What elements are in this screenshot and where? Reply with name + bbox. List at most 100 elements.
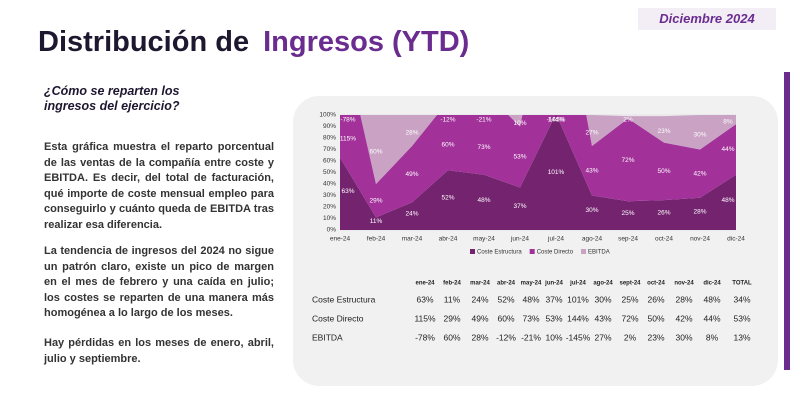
legend-swatch [581, 249, 587, 254]
data-label: 28% [693, 208, 706, 215]
data-label: 30% [585, 207, 598, 214]
table-cell: 42% [675, 313, 692, 323]
data-label: 49% [405, 171, 418, 178]
data-label: 60% [369, 149, 382, 156]
table-header: jun-24 [544, 281, 563, 287]
table-header: dic-24 [703, 281, 721, 287]
x-tick-label: ene-24 [330, 236, 351, 243]
data-label: 2% [623, 116, 633, 123]
table-cell: 60% [443, 332, 460, 342]
y-tick-label: 10% [323, 215, 336, 222]
table-header: TOTAL [732, 281, 752, 287]
table-header: feb-24 [443, 281, 461, 287]
legend-swatch [529, 249, 535, 254]
y-tick-label: 90% [323, 123, 336, 130]
table-header: may-24 [521, 281, 542, 287]
y-tick-label: 100% [319, 112, 336, 119]
table-cell: 37% [545, 294, 562, 304]
table-cell: -21% [521, 332, 541, 342]
data-label: 60% [441, 142, 454, 149]
table-cell: 144% [567, 313, 589, 323]
paragraph: Esta gráfica muestra el reparto porcentu… [44, 141, 274, 231]
data-label: 28% [405, 130, 418, 137]
legend-swatch [470, 249, 475, 254]
row-label: Coste Directo [312, 313, 364, 323]
row-label: Coste Estructura [312, 294, 376, 304]
data-label: 63% [341, 188, 354, 195]
table-cell: 101% [567, 294, 589, 304]
table-cell: 53% [545, 313, 562, 323]
y-tick-label: 0% [327, 227, 337, 234]
y-tick-label: 40% [323, 181, 336, 188]
x-tick-label: oct-24 [655, 236, 673, 243]
data-label: 43% [585, 167, 598, 174]
y-tick-label: 30% [323, 192, 336, 199]
table-cell: -145% [566, 332, 591, 342]
area [340, 115, 736, 184]
data-label: 53% [513, 154, 526, 161]
table-header: oct-24 [647, 281, 665, 287]
date: Diciembre 2024 [638, 8, 776, 30]
data-label: 42% [693, 170, 706, 177]
table-header: ago-24 [593, 281, 613, 287]
row-label: EBITDA [312, 332, 343, 342]
table-cell: 34% [733, 294, 750, 304]
data-label: -145% [547, 116, 566, 123]
table-header: ene-24 [415, 281, 435, 287]
table-cell: 30% [594, 294, 611, 304]
table-cell: 28% [471, 332, 488, 342]
area [340, 115, 736, 230]
x-tick-label: feb-24 [367, 236, 386, 243]
data-label: -78% [340, 116, 355, 123]
data-label: 73% [477, 144, 490, 151]
data-label: 72% [621, 157, 634, 164]
data-label: 23% [657, 128, 670, 135]
y-tick-label: 80% [323, 135, 336, 142]
table-cell: 27% [594, 332, 611, 342]
x-tick-label: ago-24 [582, 236, 603, 243]
data-label: 44% [721, 146, 734, 153]
question: ¿Cómo se reparten los ingresos del ejerc… [44, 84, 180, 113]
table-cell: 29% [443, 313, 460, 323]
table-cell: 52% [497, 294, 514, 304]
table-cell: 49% [471, 313, 488, 323]
legend-label: EBITDA [588, 250, 610, 256]
table-header: mar-24 [470, 281, 490, 287]
data-label: 10% [513, 120, 526, 127]
y-tick-label: 70% [323, 146, 336, 153]
table-cell: 11% [444, 294, 461, 304]
table-cell: -78% [415, 332, 435, 342]
table-cell: 28% [675, 294, 692, 304]
data-label: 25% [621, 210, 634, 217]
table-cell: 26% [647, 294, 664, 304]
table-cell: 30% [675, 332, 692, 342]
y-tick-label: 50% [323, 169, 336, 176]
data-label: -21% [476, 116, 491, 123]
title-part: Distribución de [38, 26, 250, 58]
table-cell: 50% [647, 313, 664, 323]
data-label: 144% [548, 116, 565, 123]
table-cell: 43% [594, 313, 611, 323]
table-header: jul-24 [569, 281, 586, 287]
table-cell: 24% [471, 294, 488, 304]
x-tick-label: jun-24 [510, 236, 529, 243]
data-label: 29% [369, 197, 382, 204]
table-cell: 2% [624, 332, 637, 342]
table-cell: 23% [647, 332, 664, 342]
plot-area [340, 115, 736, 230]
table-cell: 60% [497, 313, 514, 323]
y-tick-label: 20% [323, 204, 336, 211]
x-tick-label: dic-24 [727, 236, 745, 243]
legend-label: Coste Estructura [477, 250, 522, 256]
data-label: 27% [585, 130, 598, 137]
title-part: Ingresos (YTD) [263, 26, 470, 58]
paragraph: Hay pérdidas en los meses de enero, abri… [44, 337, 274, 365]
x-tick-label: abr-24 [439, 236, 458, 243]
x-tick-label: may-24 [473, 236, 495, 243]
data-label: 115% [340, 135, 356, 142]
table-cell: 48% [522, 294, 539, 304]
data-label: 8% [723, 119, 733, 126]
table-cell: 115% [414, 313, 436, 323]
table-cell: 8% [706, 332, 719, 342]
